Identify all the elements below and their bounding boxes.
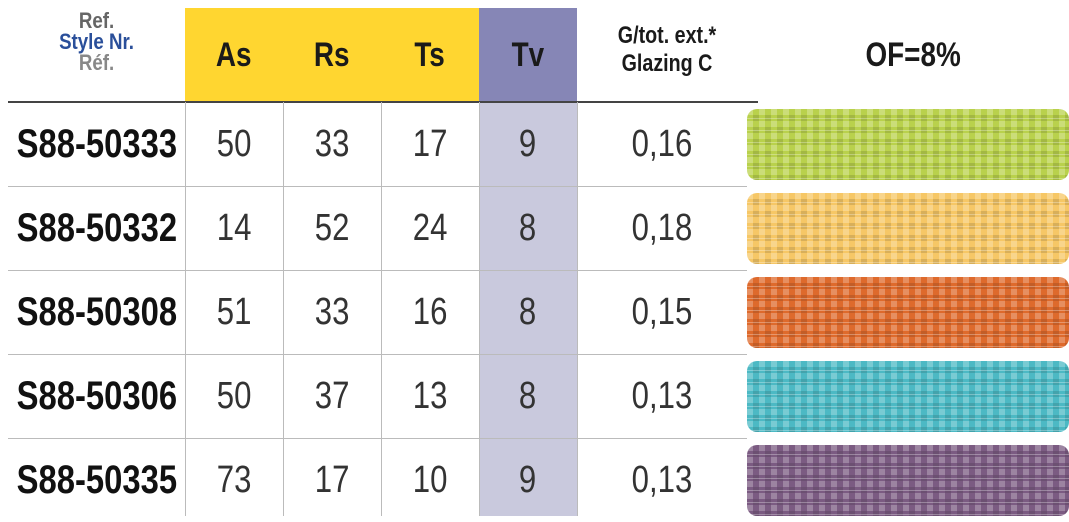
swatch-texture: [747, 277, 1069, 348]
value-cell: 8: [479, 186, 577, 270]
value-cell-text: 8: [519, 207, 536, 250]
value-cell-text: 8: [519, 375, 536, 418]
value-cell: 10: [381, 438, 479, 522]
value-cell-text: 0,18: [632, 207, 693, 250]
value-cell: 0,13: [577, 438, 747, 522]
column-rule: [185, 102, 186, 516]
value-cell-text: 33: [315, 123, 350, 166]
column-rule: [577, 102, 578, 516]
column-header: Ts: [381, 8, 479, 102]
value-cell-text: 10: [413, 459, 448, 502]
ref-fr-label: Réf.: [21, 52, 171, 73]
value-cell: 0,13: [577, 354, 747, 438]
swatch: [747, 445, 1069, 516]
value-cell: 33: [283, 270, 381, 354]
swatch-texture: [747, 445, 1069, 516]
ref-cell-text: S88-50335: [16, 458, 177, 503]
swatch: [747, 277, 1069, 348]
value-cell-text: 8: [519, 291, 536, 334]
swatch: [747, 109, 1069, 180]
ref-cell: S88-50333: [8, 102, 185, 186]
swatch-texture: [747, 361, 1069, 432]
of-header: OF=8%: [757, 8, 1069, 102]
ref-cell-text: S88-50308: [16, 290, 177, 335]
value-cell: 37: [283, 354, 381, 438]
g-label: G/tot. ext.*: [593, 22, 741, 50]
swatch: [747, 361, 1069, 432]
value-cell: 51: [185, 270, 283, 354]
ref-cell: S88-50306: [8, 354, 185, 438]
value-cell-text: 9: [519, 459, 536, 502]
swatch-texture: [747, 193, 1069, 264]
value-cell: 0,18: [577, 186, 747, 270]
value-cell: 13: [381, 354, 479, 438]
value-cell: 14: [185, 186, 283, 270]
value-cell: 52: [283, 186, 381, 270]
ref-cell: S88-50332: [8, 186, 185, 270]
value-cell-text: 0,16: [632, 123, 693, 166]
column-rule: [381, 102, 382, 516]
column-header: Rs: [283, 8, 381, 102]
value-cell: 17: [381, 102, 479, 186]
value-cell: 17: [283, 438, 381, 522]
value-cell: 8: [479, 270, 577, 354]
style-label: Style Nr.: [21, 31, 171, 52]
ref-cell-text: S88-50333: [16, 122, 177, 167]
value-cell: 50: [185, 102, 283, 186]
column-header-text: Ts: [415, 36, 445, 75]
column-rule: [479, 102, 480, 516]
value-cell-text: 9: [519, 123, 536, 166]
value-cell: 8: [479, 354, 577, 438]
ref-header: Ref. Style Nr. Réf.: [8, 10, 185, 100]
value-cell-text: 51: [217, 291, 252, 334]
value-cell-text: 50: [217, 375, 252, 418]
column-header-text: As: [216, 36, 252, 75]
value-cell: 9: [479, 438, 577, 522]
ref-cell-text: S88-50306: [16, 374, 177, 419]
value-cell: 24: [381, 186, 479, 270]
value-cell-text: 14: [217, 207, 252, 250]
value-cell-text: 0,15: [632, 291, 693, 334]
value-cell-text: 16: [413, 291, 448, 334]
of-label: OF=8%: [865, 36, 960, 75]
value-cell: 50: [185, 354, 283, 438]
glazing-label: Glazing C: [593, 50, 741, 78]
g-header: G/tot. ext.* Glazing C: [577, 22, 757, 78]
value-cell-text: 0,13: [632, 459, 693, 502]
value-cell-text: 73: [217, 459, 252, 502]
ref-cell-text: S88-50332: [16, 206, 177, 251]
ref-cell: S88-50308: [8, 270, 185, 354]
column-header: As: [185, 8, 283, 102]
value-cell-text: 50: [217, 123, 252, 166]
value-cell-text: 33: [315, 291, 350, 334]
value-cell-text: 24: [413, 207, 448, 250]
value-cell: 33: [283, 102, 381, 186]
ref-label: Ref.: [21, 10, 171, 31]
page: Ref. Style Nr. Réf. G/tot. ext.* Glazing…: [0, 0, 1069, 516]
value-cell-text: 37: [315, 375, 350, 418]
column-header: Tv: [479, 8, 577, 102]
column-header-text: Rs: [314, 36, 350, 75]
value-cell: 16: [381, 270, 479, 354]
swatch: [747, 193, 1069, 264]
value-cell: 0,16: [577, 102, 747, 186]
swatch-texture: [747, 109, 1069, 180]
column-header-text: Tv: [512, 36, 545, 75]
value-cell-text: 52: [315, 207, 350, 250]
value-cell: 0,15: [577, 270, 747, 354]
value-cell-text: 17: [315, 459, 350, 502]
ref-cell: S88-50335: [8, 438, 185, 522]
value-cell: 9: [479, 102, 577, 186]
column-rule: [283, 102, 284, 516]
value-cell: 73: [185, 438, 283, 522]
value-cell-text: 13: [413, 375, 448, 418]
value-cell-text: 17: [413, 123, 448, 166]
value-cell-text: 0,13: [632, 375, 693, 418]
